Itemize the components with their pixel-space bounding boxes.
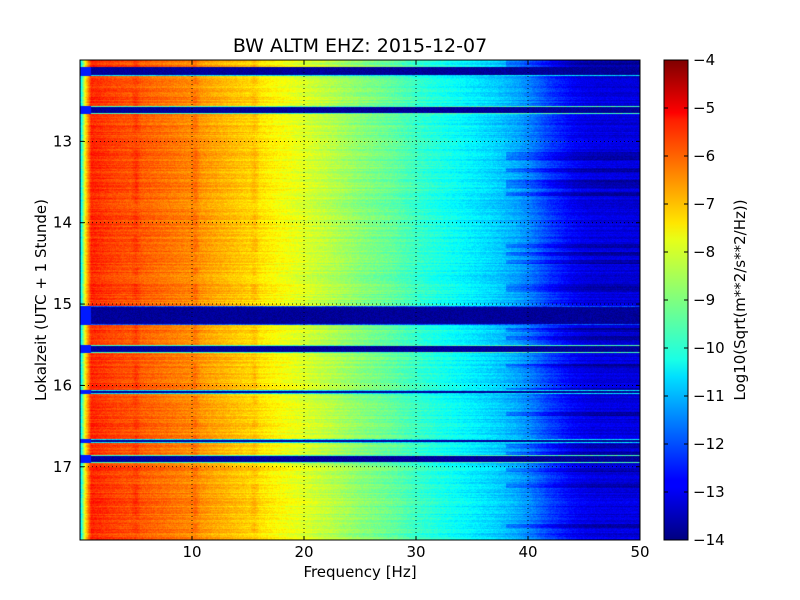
y-tick-label: 16 <box>53 376 72 394</box>
colorbar-tick-label: −4 <box>693 51 715 69</box>
colorbar-tick-label: −8 <box>693 243 715 261</box>
colorbar-label: Log10(Sqrt(m**2/s**2/Hz)) <box>731 199 749 400</box>
x-tick-label: 10 <box>182 543 201 561</box>
colorbar-tick-label: −14 <box>693 531 725 549</box>
spectrogram-heatmap <box>80 60 640 540</box>
chart-title: BW ALTM EHZ: 2015-12-07 <box>233 35 487 57</box>
y-tick-label: 14 <box>53 214 72 232</box>
plot-frame <box>79 59 641 541</box>
x-tick-label: 20 <box>294 543 313 561</box>
y-axis-ticks: 13 14 15 16 17 <box>53 132 640 476</box>
x-axis-ticks: 10 20 30 40 50 <box>182 60 650 561</box>
colorbar-tick-label: −7 <box>693 195 715 213</box>
colorbar-tick-label: −13 <box>693 483 725 501</box>
grid-lines <box>80 60 640 540</box>
colorbar-tick-label: −5 <box>693 99 715 117</box>
x-tick-label: 30 <box>406 543 425 561</box>
x-tick-label: 40 <box>518 543 537 561</box>
colorbar-tick-label: −11 <box>693 387 725 405</box>
colorbar-tick-label: −6 <box>693 147 715 165</box>
colorbar-tick-label: −12 <box>693 435 725 453</box>
y-tick-label: 13 <box>53 132 72 150</box>
x-axis-label: Frequency [Hz] <box>303 563 416 581</box>
colorbar: −4 −5 −6 −7 −8 −9 −10 −11 −12 −13 −14 Log10(Sqrt(m… <box>663 51 749 549</box>
colorbar-ticks: −4 −5 −6 −7 −8 −9 −10 −11 −12 −13 −14 <box>664 51 725 549</box>
y-tick-label: 15 <box>53 295 72 313</box>
colorbar-tick-label: −10 <box>693 339 725 357</box>
spectrogram-plot-area: 10 20 30 40 50 13 14 15 16 17 <box>53 59 650 561</box>
x-tick-label: 50 <box>630 543 649 561</box>
y-axis-label: Lokalzeit (UTC + 1 Stunde) <box>32 199 50 401</box>
y-tick-label: 17 <box>53 458 72 476</box>
colorbar-tick-label: −9 <box>693 291 715 309</box>
